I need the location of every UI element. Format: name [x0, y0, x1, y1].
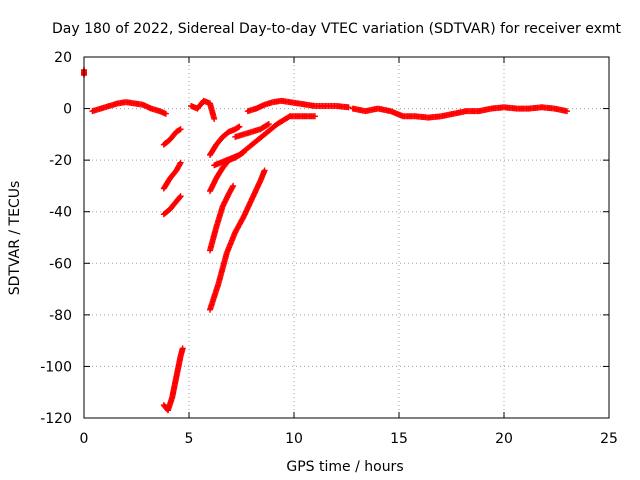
data-point	[176, 194, 183, 201]
x-tick-label: 10	[285, 431, 303, 447]
y-tick-label: -20	[49, 153, 72, 169]
y-axis-label: SDTVAR / TECUs	[7, 181, 23, 296]
x-tick-label: 5	[185, 431, 194, 447]
chart-title: Day 180 of 2022, Sidereal Day-to-day VTE…	[52, 21, 622, 37]
data-point	[229, 184, 236, 191]
data-point	[177, 159, 184, 166]
data-points	[81, 66, 570, 414]
plot-frame	[83, 56, 610, 419]
x-tick-label: 0	[80, 431, 89, 447]
data-point	[230, 182, 237, 189]
series-sat-b	[89, 99, 169, 117]
tick-labels: 0 5 10 15 20 25 -120 -100 -80 -60 -40 -20 0 20	[40, 50, 618, 447]
y-tick-label: -100	[40, 359, 72, 375]
data-point	[177, 193, 184, 200]
y-tick-label: -60	[49, 256, 72, 272]
data-point	[264, 121, 271, 128]
data-point	[179, 345, 186, 352]
series-sat-j	[207, 182, 237, 254]
data-point	[564, 108, 570, 115]
data-point	[265, 121, 272, 128]
y-tick-label: -120	[40, 411, 72, 427]
series-sat-l	[211, 113, 318, 169]
series-sat-o	[349, 104, 570, 121]
series-sat-k	[207, 167, 268, 313]
series-sat-h	[207, 123, 243, 158]
data-point	[345, 104, 352, 111]
data-point	[211, 115, 218, 122]
series-sat-f	[160, 345, 186, 414]
series-sat-m	[232, 121, 272, 140]
x-tick-label: 25	[600, 431, 618, 447]
y-tick-label: 20	[54, 50, 72, 66]
x-axis-label: GPS time / hours	[286, 459, 403, 475]
y-tick-label: -80	[49, 308, 72, 324]
data-point	[177, 126, 184, 133]
data-point	[176, 161, 183, 168]
x-tick-label: 20	[495, 431, 513, 447]
data-point	[261, 167, 268, 174]
series-sat-d	[160, 159, 184, 192]
x-tick-label: 15	[390, 431, 408, 447]
series-sat-n	[244, 97, 352, 115]
y-tick-label: -40	[49, 205, 72, 221]
data-point	[312, 113, 318, 120]
data-point	[162, 110, 169, 117]
y-tick-label: 0	[63, 102, 72, 118]
series-sat-g	[188, 97, 218, 122]
data-point	[236, 123, 243, 130]
series-sat-c	[160, 126, 184, 148]
series-sat-e	[160, 193, 184, 218]
